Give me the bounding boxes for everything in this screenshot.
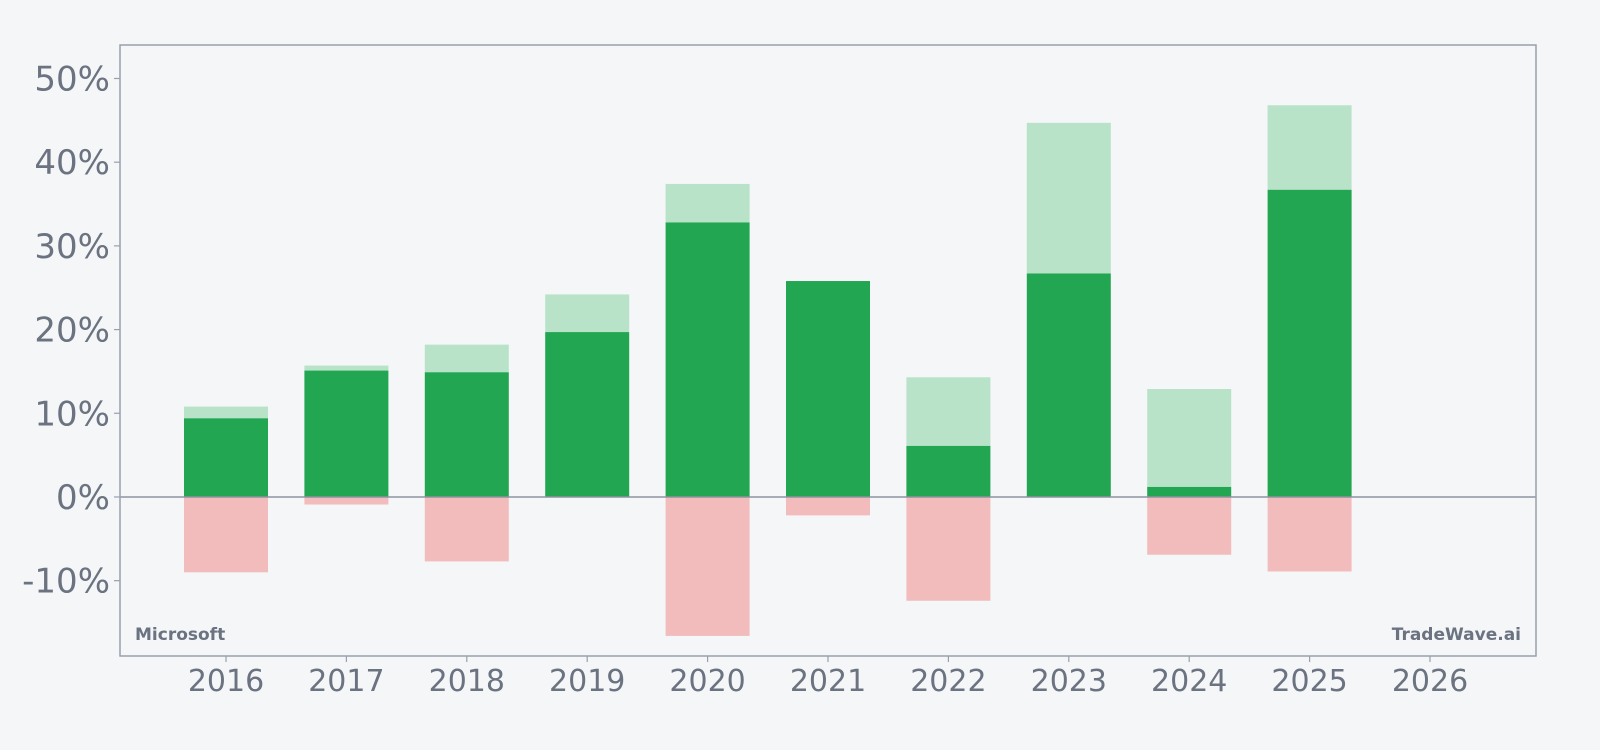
high-extension-bar-2023 — [1026, 122, 1111, 274]
y-tick-label: 40% — [34, 143, 110, 183]
close-bar-2025 — [1267, 189, 1352, 497]
x-tick-label: 2021 — [790, 664, 866, 699]
y-tick-label: 50% — [34, 59, 110, 99]
x-tick-label: 2026 — [1392, 664, 1468, 699]
close-bar-2022 — [906, 445, 991, 497]
high-extension-bar-2016 — [184, 406, 268, 419]
high-extension-bar-2020 — [665, 183, 750, 223]
low-extension-bar-2017 — [304, 496, 389, 505]
close-bar-2018 — [424, 372, 509, 497]
watermark-label: TradeWave.ai — [1392, 625, 1521, 645]
low-extension-bar-2021 — [786, 496, 870, 516]
y-tick-label: 30% — [34, 227, 110, 267]
close-bar-2024 — [1147, 486, 1232, 497]
low-extension-bar-2025 — [1267, 496, 1352, 572]
x-tick-label: 2018 — [429, 664, 505, 699]
close-bar-2017 — [304, 370, 389, 497]
high-extension-bar-2022 — [906, 377, 991, 446]
low-extension-bar-2022 — [906, 496, 991, 601]
x-tick-label: 2024 — [1151, 664, 1227, 699]
y-tick-label: -10% — [22, 562, 110, 602]
low-extension-bar-2018 — [424, 496, 509, 562]
high-extension-bar-2019 — [545, 294, 630, 333]
low-extension-bar-2020 — [665, 496, 750, 636]
close-bar-2021 — [786, 281, 870, 497]
x-tick-label: 2022 — [910, 664, 986, 699]
low-extension-bar-2024 — [1147, 496, 1232, 555]
y-tick-label: 0% — [56, 478, 110, 518]
x-axis: 2016 2017 2018 2019 2020 2021 2022 2023 2024 2025… — [188, 656, 1468, 699]
y-tick-label: 20% — [34, 311, 110, 351]
low-extension-bar-2016 — [184, 496, 268, 573]
close-bar-2020 — [665, 222, 750, 497]
x-tick-label: 2023 — [1031, 664, 1107, 699]
close-bar-2023 — [1026, 273, 1111, 497]
y-tick-label: 10% — [34, 394, 110, 434]
x-tick-label: 2019 — [549, 664, 625, 699]
high-extension-bar-2017 — [304, 365, 389, 371]
x-tick-label: 2016 — [188, 664, 264, 699]
x-tick-label: 2017 — [308, 664, 384, 699]
y-axis: -10% 0% 10% 20% 30% 40% 50% — [22, 59, 120, 602]
high-extension-bar-2018 — [424, 344, 509, 373]
high-extension-bar-2024 — [1147, 389, 1232, 487]
high-extension-bar-2025 — [1267, 105, 1352, 190]
x-tick-label: 2020 — [669, 664, 745, 699]
close-bar-2016 — [184, 418, 268, 497]
company-label: Microsoft — [135, 625, 225, 645]
close-bar-2019 — [545, 332, 630, 497]
x-tick-label: 2025 — [1271, 664, 1347, 699]
bars-layer — [184, 105, 1352, 636]
